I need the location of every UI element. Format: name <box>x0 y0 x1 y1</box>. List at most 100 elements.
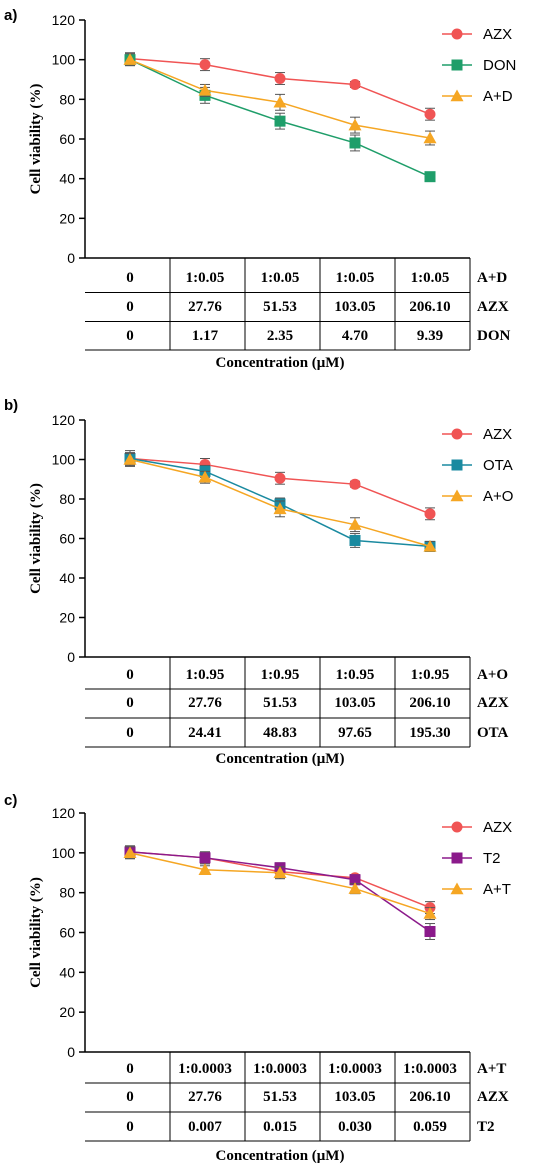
table-cell: 1:0.0003 <box>178 1061 232 1077</box>
y-tick-label: 100 <box>52 52 76 68</box>
legend-marker <box>450 89 464 102</box>
legend-entry-label: AZX <box>483 26 512 43</box>
legend-marker <box>450 489 464 502</box>
data-point <box>423 907 437 919</box>
y-tick-label: 60 <box>59 925 75 941</box>
table-cell: 0 <box>126 667 134 683</box>
data-point <box>349 78 361 90</box>
legend-marker <box>451 59 463 71</box>
data-point <box>423 131 437 144</box>
data-point <box>274 115 286 127</box>
table-row-name: OTA <box>477 725 509 741</box>
table-cell: 1:0.0003 <box>403 1061 457 1077</box>
table-cell: 51.53 <box>263 299 297 315</box>
table-cell: 9.39 <box>417 328 443 344</box>
table-cell: 1:0.05 <box>336 270 375 286</box>
data-point <box>424 108 436 120</box>
table-row-name: A+O <box>477 667 508 683</box>
table-cell: 0 <box>126 1061 134 1077</box>
data-point <box>199 59 211 71</box>
y-tick-label: 20 <box>59 210 75 226</box>
table-cell: 24.41 <box>188 725 222 741</box>
chart-panel-3: c) 0 20 40 60 80 100 120 Cell viability (%) 0 1:0.… <box>4 792 512 1164</box>
x-axis-label: Concentration (μM) <box>216 751 345 767</box>
data-point <box>199 852 211 864</box>
table-cell: 1:0.0003 <box>253 1061 307 1077</box>
table-cell: 0 <box>126 695 134 711</box>
legend-entry-label: AZX <box>483 426 512 443</box>
table-cell: 0 <box>126 1089 134 1105</box>
legend-entry-label: A+D <box>483 88 513 105</box>
data-point <box>123 453 137 465</box>
data-point <box>274 73 286 85</box>
table-cell: 27.76 <box>188 695 222 711</box>
table-cell: 206.10 <box>409 695 450 711</box>
table-cell: 1:0.95 <box>186 667 225 683</box>
data-point <box>348 882 362 894</box>
x-axis-label: Concentration (μM) <box>216 355 345 371</box>
data-point <box>273 866 287 878</box>
data-point <box>349 534 361 546</box>
table-cell: 0 <box>126 270 134 286</box>
legend-entry-label: A+O <box>483 488 513 505</box>
table-cell: 1:0.0003 <box>328 1061 382 1077</box>
table-cell: 103.05 <box>334 695 375 711</box>
table-cell: 48.83 <box>263 725 297 741</box>
y-tick-label: 120 <box>52 12 76 28</box>
y-tick-label: 0 <box>67 1044 75 1060</box>
legend-entry-label: DON <box>483 57 516 74</box>
y-tick-label: 40 <box>59 964 75 980</box>
series-line-a-t <box>129 852 431 915</box>
y-tick-label: 20 <box>59 610 75 626</box>
table-cell: 206.10 <box>409 299 450 315</box>
table-cell: 51.53 <box>263 695 297 711</box>
legend-marker <box>451 821 463 833</box>
table-cell: 51.53 <box>263 1089 297 1105</box>
legend-marker <box>451 28 463 40</box>
y-tick-label: 60 <box>59 131 75 147</box>
legend-marker <box>450 882 464 895</box>
y-tick-label: 80 <box>59 91 75 107</box>
data-point <box>349 874 361 886</box>
y-tick-label: 40 <box>59 570 75 586</box>
panel-label: c) <box>4 792 17 809</box>
table-cell: 0 <box>126 1119 134 1135</box>
table-cell: 0 <box>126 299 134 315</box>
panel-label: a) <box>4 7 17 24</box>
table-cell: 0.059 <box>413 1119 447 1135</box>
data-point <box>273 95 287 108</box>
legend-marker <box>451 459 463 471</box>
y-axis-label: Cell viability (%) <box>28 483 44 594</box>
chart-panel-2: b) 0 20 40 60 80 100 120 Cell viability (%) 0 1:0.… <box>4 397 513 767</box>
data-point <box>274 472 286 484</box>
y-tick-label: 0 <box>67 250 75 266</box>
legend-entry-label: OTA <box>483 457 513 474</box>
table-cell: 0 <box>126 328 134 344</box>
y-tick-label: 100 <box>52 452 76 468</box>
data-point <box>424 508 436 520</box>
panel-label: b) <box>4 397 18 414</box>
table-row-name: AZX <box>477 695 509 711</box>
table-cell: 0.015 <box>263 1119 297 1135</box>
data-point <box>348 118 362 131</box>
data-point <box>423 539 437 552</box>
table-cell: 1:0.05 <box>261 270 300 286</box>
data-point <box>198 863 212 875</box>
y-tick-label: 0 <box>67 649 75 665</box>
legend-entry-label: T2 <box>483 850 501 867</box>
y-tick-label: 120 <box>52 412 76 428</box>
data-point <box>348 518 362 530</box>
table-cell: 206.10 <box>409 1089 450 1105</box>
data-point <box>424 926 436 938</box>
data-point <box>123 53 137 65</box>
chart-panel-1: a) 0 20 40 60 80 100 120 Cell viability (%) 0 1:0.… <box>4 7 516 371</box>
table-cell: 1:0.05 <box>186 270 225 286</box>
table-cell: 0.007 <box>188 1119 222 1135</box>
y-tick-label: 40 <box>59 171 75 187</box>
table-cell: 0.030 <box>338 1119 372 1135</box>
y-axis-label: Cell viability (%) <box>28 877 44 988</box>
y-tick-label: 80 <box>59 885 75 901</box>
table-row-name: AZX <box>477 299 509 315</box>
table-cell: 4.70 <box>342 328 368 344</box>
